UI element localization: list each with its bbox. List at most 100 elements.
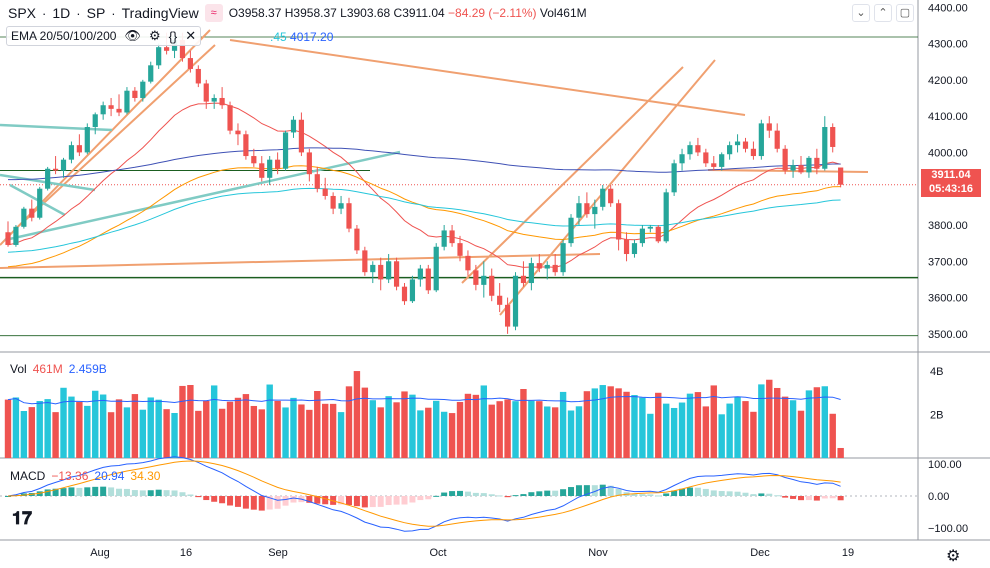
candle-body [687,145,693,155]
volume-bar [607,386,614,458]
volume-bar [60,387,67,458]
macd-hist-bar [274,496,281,509]
price-tick-label: 3600.00 [928,293,968,305]
change-value: −84.29 (−2.11%) [448,6,537,20]
trend-line [461,66,684,284]
volume-bar [369,400,376,458]
symbol-legend[interactable]: SPX · 1D · SP · TradingView ≈ O3958.37 H… [8,4,587,22]
macd-hist-bar [139,490,146,496]
eye-icon[interactable]: 👁 [124,28,141,43]
macd-hist-bar [108,487,115,496]
candle-body [504,304,511,327]
volume-bar [163,409,170,458]
volume-bar [44,399,51,458]
candle-body [156,47,162,66]
candle-body [639,228,645,244]
macd-hist-bar [314,496,321,504]
exchange: SP [86,5,106,21]
volume-bar [123,407,131,458]
volume-legend[interactable]: Vol 461M 2.459B [10,362,107,376]
volume-bar [274,400,281,458]
gear-icon[interactable]: ⚙ [946,548,961,565]
volume-bar [774,387,781,458]
macd-hist-bar [100,486,107,496]
volume-bar [639,397,646,458]
chevron-down-icon[interactable]: ⌄ [852,4,870,22]
volume-bar [282,407,289,458]
tradingview-logo[interactable]: 𝟏𝟕 [12,508,33,528]
candle-body [148,65,154,82]
volume-bar [99,394,107,458]
macd-hist-bar [560,489,567,496]
candle-body [84,127,90,153]
macd-hist-bar [361,496,368,508]
macd-hist-bar [338,496,345,505]
candle-body [433,246,439,291]
volume-bar [440,411,448,458]
settings-icon[interactable]: ⚙ [148,28,161,43]
volume-bar [84,405,91,458]
candle-body [92,114,98,128]
candle-body [21,208,27,227]
macd-hist-bar [726,491,733,496]
candle-body [758,123,764,157]
price-tick-label: 3800.00 [928,220,968,232]
volume-bar [187,385,194,458]
macd-hist-bar [552,490,559,496]
macd-hist-bar [837,496,844,501]
macd-hist-bar [520,494,527,496]
macd-hist-bar [821,496,828,499]
macd-hist-bar [76,487,83,496]
volume-bar [805,390,813,458]
trend-line [499,59,716,316]
volume-bar [353,371,361,458]
volume-bar [789,400,797,458]
source-code-icon[interactable]: {} [168,28,178,44]
candle-body [544,264,550,269]
macd-hist-bar [639,494,646,496]
ema-lines [7,102,841,268]
volume-bar [655,392,662,458]
candle-body [766,123,772,131]
volume-bar [718,414,725,458]
macd-hist-bar [782,496,789,498]
indicator-icon[interactable]: ≈ [204,4,223,22]
macd-hist-bar [758,493,765,496]
candle-body [520,275,527,284]
close-icon[interactable]: ✕ [185,28,197,43]
candle-body [195,68,201,84]
volume-bar [536,401,543,458]
candle-body [417,268,423,280]
price-tick-label: 3700.00 [928,256,968,268]
volume-bar [107,412,115,458]
macd-hist-bar [766,493,773,496]
volume-bar [147,397,154,458]
volume-bar [821,386,828,458]
volume-bar [678,402,686,458]
chevron-up-icon[interactable]: ⌃ [874,4,892,22]
candle-body [235,130,241,135]
volume-bar [504,399,511,458]
volume-bar [76,402,83,458]
macd-hist-bar [417,496,424,501]
macd-legend[interactable]: MACD −13.36 20.94 34.30 [10,469,160,483]
time-axis-label: Dec [750,547,770,559]
volume-bar [472,394,480,458]
volume-bar [456,401,464,458]
symbol-name[interactable]: SPX [8,5,37,21]
candle-body [560,243,566,273]
macd-signal-line [7,460,841,527]
volume-bar [591,388,599,458]
macd-hist-bar [187,494,194,496]
volume-tick-label: 2B [930,410,943,422]
volume-bar [496,401,503,458]
macd-tick-label: 0.00 [928,491,949,503]
time-axis-label: Nov [588,547,608,559]
macd-hist-bar [686,487,693,496]
interval[interactable]: 1D [52,5,71,21]
macd-hist-bar [401,496,408,505]
maximize-icon[interactable]: ▢ [896,4,914,22]
ema-legend[interactable]: EMA 20/50/100/200 👁 ⚙ {} ✕ [6,26,202,46]
candle-body [5,232,11,245]
